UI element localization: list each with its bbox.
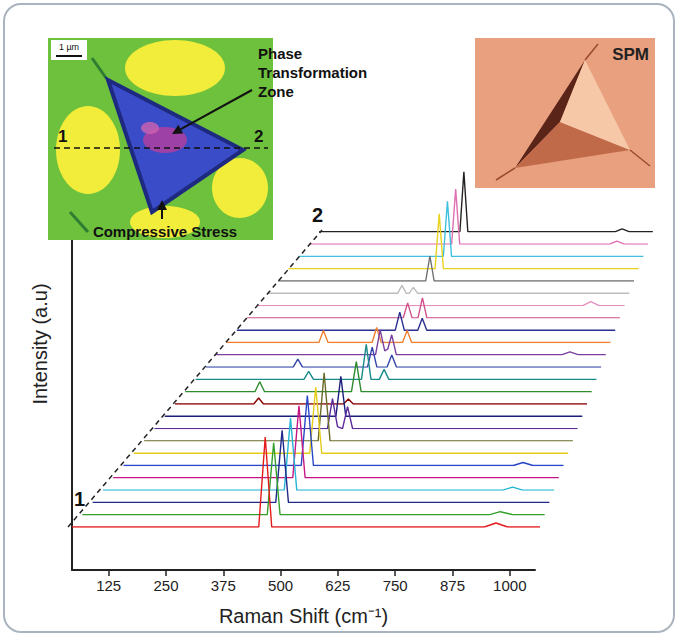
svg-text:750: 750 — [383, 577, 408, 594]
svg-text:250: 250 — [153, 577, 178, 594]
svg-text:875: 875 — [440, 577, 465, 594]
svg-text:Raman Shift (cm⁻¹): Raman Shift (cm⁻¹) — [219, 605, 388, 627]
svg-text:2: 2 — [254, 127, 263, 146]
svg-text:1: 1 — [74, 488, 85, 510]
svg-text:500: 500 — [268, 577, 293, 594]
svg-text:375: 375 — [211, 577, 236, 594]
svg-text:SPM: SPM — [612, 45, 649, 64]
svg-text:125: 125 — [96, 577, 121, 594]
svg-text:Compressive Stress: Compressive Stress — [93, 223, 237, 240]
svg-text:2: 2 — [312, 204, 323, 226]
svg-text:Zone: Zone — [258, 83, 294, 100]
svg-text:625: 625 — [325, 577, 350, 594]
svg-text:1 µm: 1 µm — [59, 42, 79, 52]
svg-text:Intensity (a.u): Intensity (a.u) — [29, 283, 51, 404]
svg-text:1: 1 — [58, 127, 67, 146]
svg-text:Phase: Phase — [258, 45, 302, 62]
svg-text:Transformation: Transformation — [258, 64, 367, 81]
svg-text:1000: 1000 — [493, 577, 526, 594]
